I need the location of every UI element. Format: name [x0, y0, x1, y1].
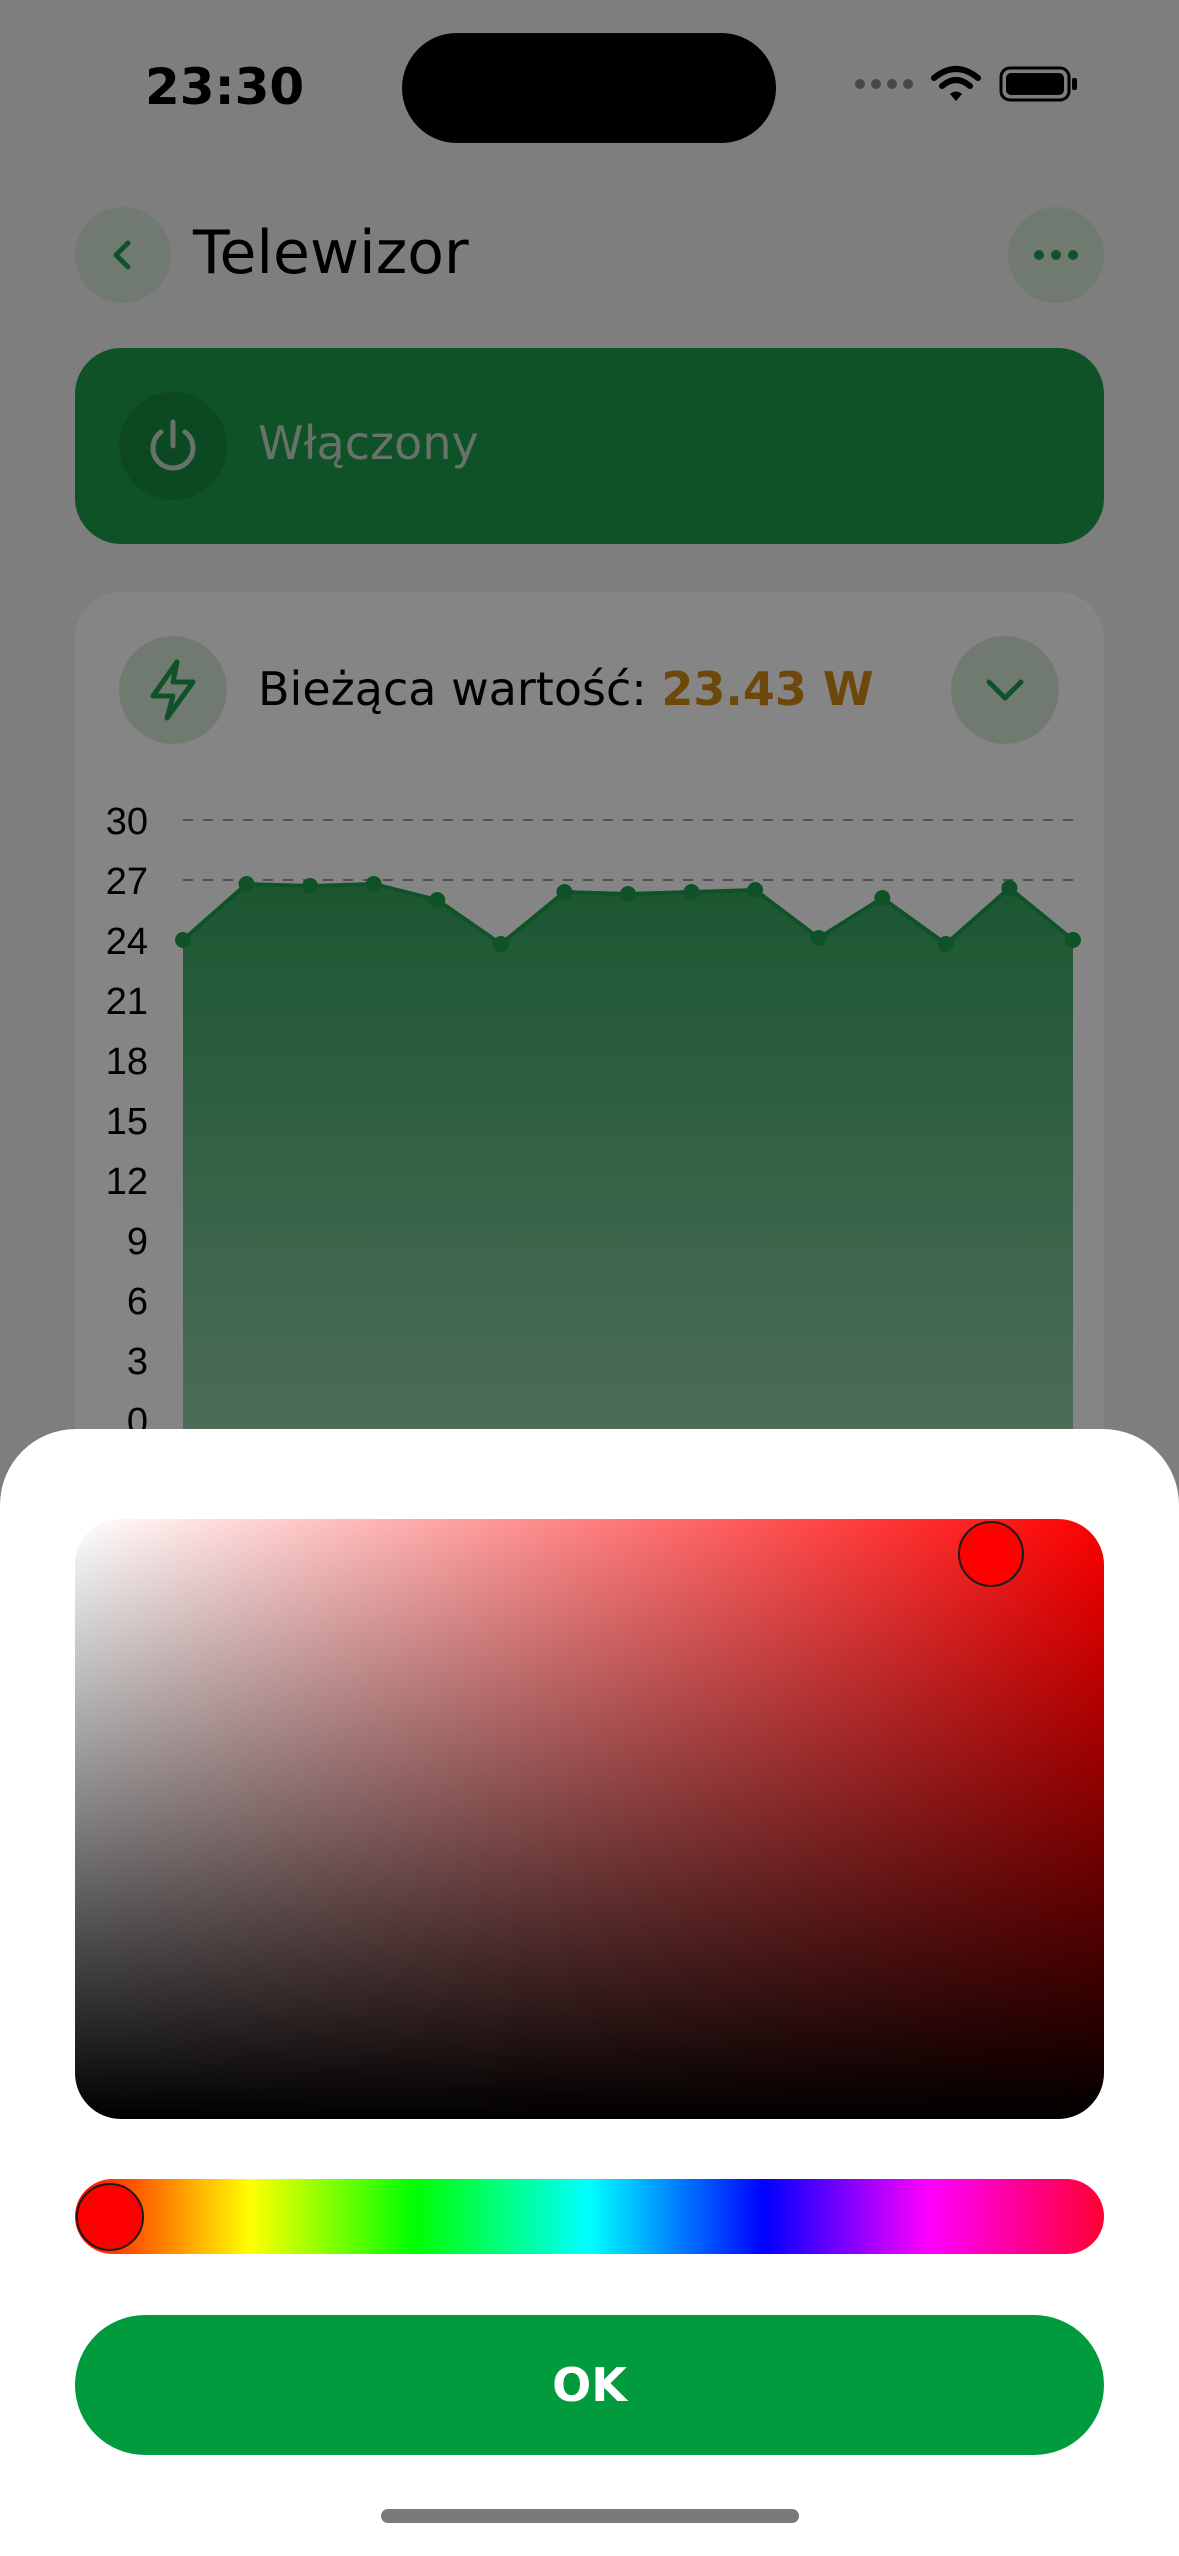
- y-tick-label: 18: [106, 1041, 148, 1083]
- data-point: [810, 930, 827, 946]
- data-point: [238, 876, 255, 892]
- y-tick-label: 15: [106, 1101, 148, 1143]
- power-state-label: Włączony: [258, 416, 479, 470]
- current-value: 23.43 W: [661, 662, 874, 716]
- chevron-down-icon: [986, 679, 1024, 701]
- data-point: [365, 876, 382, 892]
- y-tick-label: 30: [106, 801, 148, 843]
- y-tick-label: 21: [106, 981, 148, 1023]
- wifi-icon: [931, 66, 981, 101]
- cellular-signal-icon: [855, 79, 913, 89]
- lightning-bolt-icon: [150, 659, 196, 721]
- data-point: [874, 890, 891, 906]
- data-point: [492, 936, 509, 952]
- data-point: [1001, 880, 1018, 896]
- status-icons: [855, 64, 1079, 104]
- data-point: [1065, 932, 1081, 948]
- data-point: [683, 884, 700, 900]
- data-point: [429, 892, 446, 908]
- dynamic-island: [402, 33, 776, 143]
- battery-icon: [999, 66, 1077, 102]
- saturation-handle[interactable]: [958, 1521, 1024, 1587]
- data-point: [937, 936, 954, 952]
- saturation-brightness-picker[interactable]: [75, 1519, 1104, 2119]
- back-button[interactable]: [75, 207, 171, 303]
- current-label-text: Bieżąca wartość:: [258, 662, 647, 716]
- bolt-badge: [119, 636, 227, 744]
- power-toggle-card[interactable]: Włączony: [75, 348, 1104, 544]
- hue-handle[interactable]: [76, 2183, 144, 2251]
- y-tick-label: 9: [127, 1221, 148, 1263]
- color-picker-sheet: OK: [0, 1429, 1179, 2556]
- more-icon: [1034, 250, 1078, 260]
- home-indicator: [381, 2509, 799, 2523]
- status-time: 23:30: [145, 58, 305, 116]
- data-point: [620, 886, 636, 902]
- y-tick-label: 24: [106, 921, 148, 963]
- ok-button[interactable]: OK: [75, 2315, 1104, 2455]
- more-options-button[interactable]: [1008, 207, 1104, 303]
- data-point: [175, 932, 191, 948]
- data-point: [302, 878, 319, 894]
- power-button[interactable]: [119, 392, 227, 500]
- page-title: Telewizor: [193, 218, 469, 288]
- current-value-label: Bieżąca wartość: 23.43 W: [258, 662, 874, 716]
- data-point: [747, 882, 764, 898]
- hue-slider[interactable]: [75, 2179, 1104, 2254]
- y-tick-label: 6: [127, 1281, 148, 1323]
- y-tick-label: 12: [106, 1161, 148, 1203]
- chevron-left-icon: [113, 240, 131, 270]
- expand-button[interactable]: [951, 636, 1059, 744]
- y-tick-label: 3: [127, 1341, 148, 1383]
- power-icon: [150, 419, 196, 471]
- data-point: [556, 884, 573, 900]
- y-tick-label: 27: [106, 861, 148, 903]
